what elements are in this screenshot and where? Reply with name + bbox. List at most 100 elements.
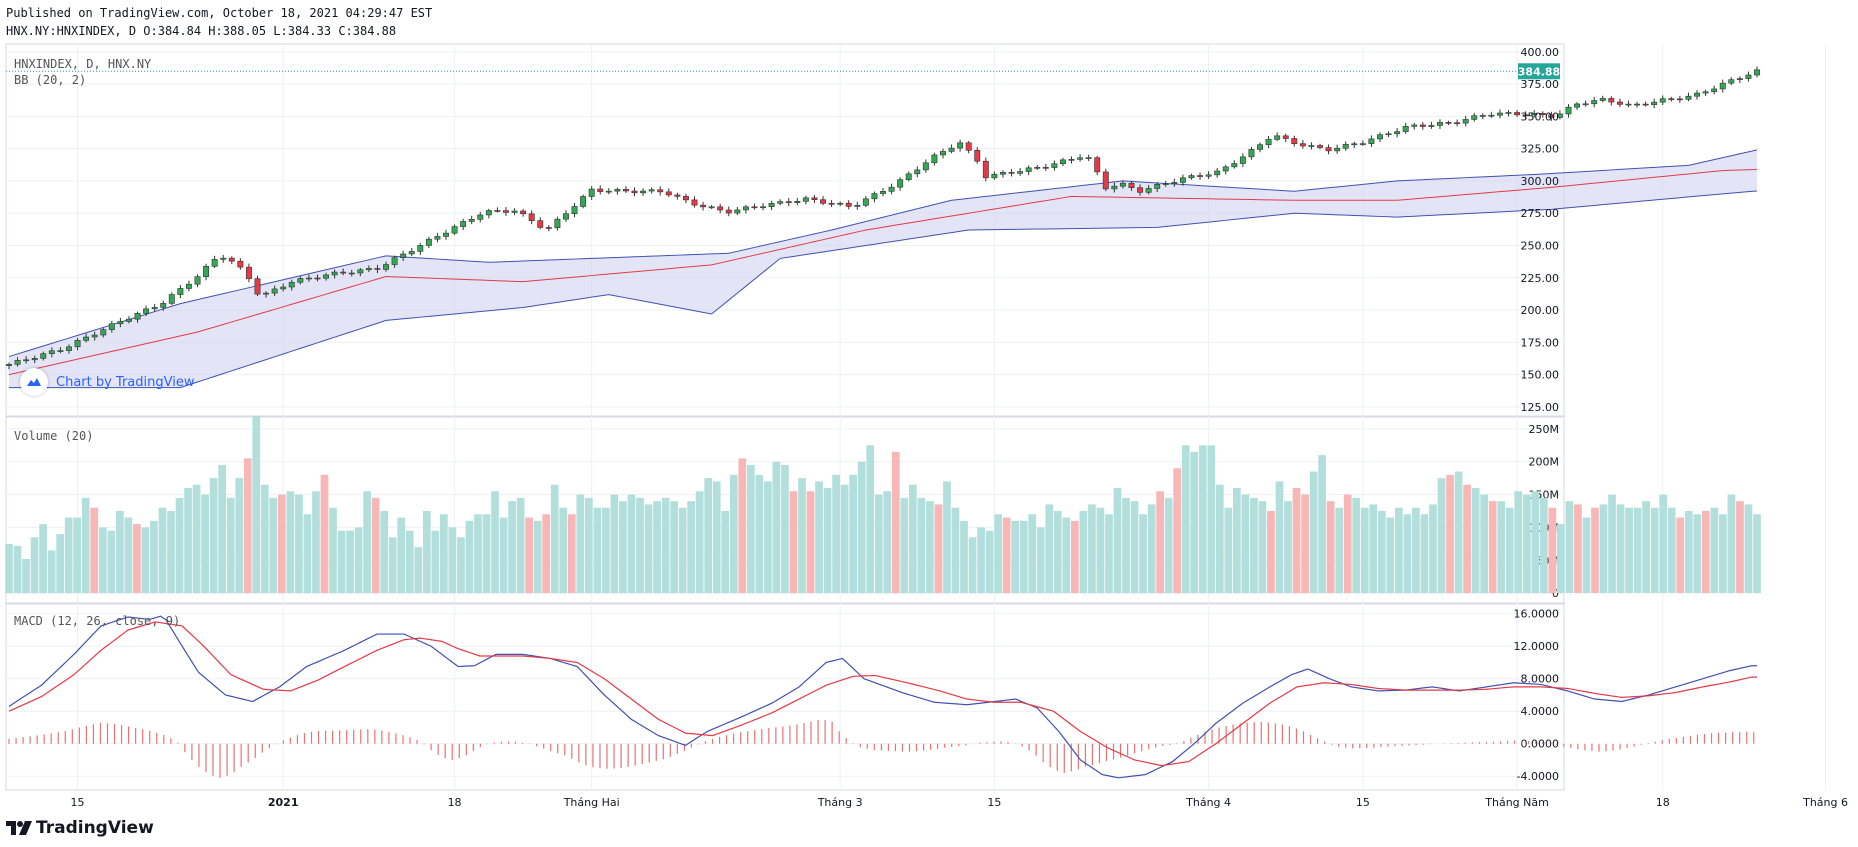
candle-body [682,196,689,201]
candle [982,157,989,182]
price-pane: 384.88 400.00 375.00 350.00 325.00 300.00 275.… [6,46,1760,414]
candle [1222,164,1229,175]
candle [1291,135,1298,147]
volume-bar [337,530,346,594]
time-axis-label: 15 [71,796,85,809]
candle [802,195,809,205]
candle-body [220,257,227,260]
candle [1008,168,1015,177]
candle-body [768,203,775,208]
volume-bar [295,494,303,594]
candle-body [1137,187,1144,193]
time-axis-label: 15 [1356,796,1370,809]
candle [177,285,184,299]
candle-body [948,147,955,152]
volume-bar [1079,510,1088,594]
candle-body [691,199,698,206]
candle-body [66,346,72,351]
candle [57,347,64,354]
candle [1317,143,1323,150]
tradingview-watermark[interactable]: Chart by TradingView [20,368,194,396]
volume-bar [687,501,696,594]
volume-bar [1070,520,1079,594]
candle-body [1068,159,1075,161]
candle-body [143,308,150,314]
volume-bar [1667,507,1676,594]
candle [1111,182,1118,193]
volume-bar [746,464,755,594]
candle [1017,168,1024,176]
candle-body [1085,157,1092,159]
volume-bar [1497,501,1506,594]
candle-body [314,277,321,280]
candle-body [1428,125,1435,127]
candle [1042,163,1049,171]
volume-bar [670,501,678,594]
candle-body [134,313,141,320]
volume-bar [891,451,900,594]
volume-bar [1096,507,1105,594]
candle [811,195,818,204]
volume-bar [1548,507,1557,594]
time-axis-label: Tháng 3 [817,796,863,809]
candle-body [1437,122,1443,126]
candle [1402,122,1409,134]
candle [503,207,509,217]
volume-bar [64,517,73,594]
candle [160,300,167,311]
volume-bar [1309,471,1318,594]
volume-bar [226,497,235,594]
volume-axis-tick: 200M [1529,456,1560,469]
volume-bar [303,514,312,594]
volume-bar [414,547,423,594]
volume-bar [499,517,508,594]
volume-bar [1284,501,1292,594]
candle-body [1642,103,1649,106]
candle-body [1651,101,1658,105]
candle [631,187,638,197]
candle-body [545,227,552,229]
candle [185,280,192,292]
candle [1454,119,1461,127]
candle [717,203,724,214]
volume-axis-tick: 250M [1529,423,1560,436]
candle-body [1042,167,1049,169]
candle-body [931,154,938,164]
candle-body [965,142,972,151]
candle [571,203,578,218]
volume-bar [917,497,926,594]
candle-body [1539,112,1546,115]
candle [957,139,964,152]
volume-bar [619,501,627,594]
candle [1077,154,1084,162]
volume-bar [422,510,431,594]
volume-bar [610,494,619,594]
bb-basis-line [8,168,1758,376]
candle [1025,165,1032,176]
candle-body [785,201,792,203]
bb-upper-line [8,149,1758,358]
candle-body [1325,147,1332,152]
volume-bar [960,520,968,594]
volume-bar [1164,497,1173,594]
time-axis-label: Tháng Năm [1484,796,1549,809]
candle [220,254,227,263]
volume-bar [1122,497,1130,594]
candle [1351,141,1358,148]
candle [974,147,981,164]
candle-body [1402,126,1409,132]
candle-body [1685,95,1692,100]
volume-bar [1710,507,1719,594]
candle [1668,96,1675,102]
candle [742,204,749,214]
tradingview-logo[interactable]: TradingView [6,818,154,838]
volume-bar [457,537,465,594]
candle-body [177,288,184,295]
volume-bar [141,527,150,594]
candle-body [1274,135,1281,140]
volume-bar [1207,445,1216,594]
candle [1659,95,1666,106]
candle [1514,109,1521,117]
price-axis-tick: 175.00 [1521,336,1560,349]
